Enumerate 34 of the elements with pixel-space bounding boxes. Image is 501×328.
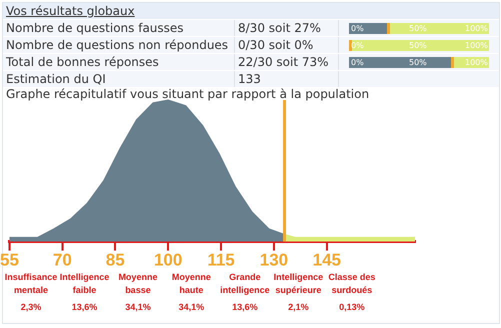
text: Intelligence supérieure: [272, 271, 324, 297]
text: 22/30 soit 73%: [234, 54, 338, 70]
chart-subtitle: Graphe récapitulatif vous situant par rapport à la population: [5, 87, 370, 101]
x-tick-label: 55: [0, 250, 19, 270]
text: 34,1%: [124, 301, 152, 314]
text: 13,6%: [231, 301, 259, 314]
text: 2,1%: [287, 301, 310, 314]
text: Nombre de questions non répondues: [5, 37, 230, 53]
chart-title: Vos résultats globaux: [3, 3, 499, 19]
text: 2,3%: [20, 301, 42, 314]
text: 0/30 soit 0%: [234, 37, 338, 53]
x-tick-label: 130: [260, 250, 288, 270]
text: Moyenne haute: [170, 271, 212, 297]
text: Classe des surdoués: [327, 271, 376, 297]
text: 0,13%: [338, 301, 366, 314]
progress-gauge: 0% 50% 100%: [349, 40, 489, 51]
text: Moyenne basse: [117, 271, 158, 297]
text: 13,6%: [70, 301, 98, 314]
text: 34,1%: [178, 301, 206, 314]
text: Estimation du QI: [5, 71, 107, 87]
x-tick-label: 70: [52, 250, 72, 270]
text: Grande intelligence: [219, 271, 271, 297]
x-tick-label: 100: [154, 250, 182, 270]
progress-gauge: 0% 50% 100%: [349, 57, 489, 68]
progress-gauge: 0% 50% 100%: [349, 23, 489, 34]
text: 133: [234, 71, 338, 87]
text: Insuffisance mentale: [4, 271, 58, 297]
text: 8/30 soit 27%: [234, 20, 338, 36]
x-tick-label: 145: [312, 250, 342, 270]
text: Nombre de questions fausses: [5, 20, 185, 36]
text: Total de bonnes réponses: [5, 54, 160, 70]
x-tick-label: 115: [207, 250, 235, 270]
text: Intelligence faible: [58, 271, 110, 297]
x-tick-label: 85: [106, 250, 125, 270]
